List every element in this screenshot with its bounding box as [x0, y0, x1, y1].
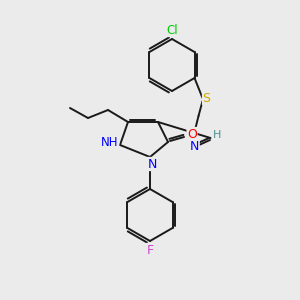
Text: O: O — [187, 128, 197, 140]
Text: F: F — [146, 244, 154, 256]
Text: H: H — [213, 130, 222, 140]
Text: N: N — [190, 140, 199, 152]
Text: S: S — [202, 92, 211, 104]
Text: Cl: Cl — [166, 23, 178, 37]
Text: NH: NH — [101, 136, 119, 149]
Text: N: N — [147, 158, 157, 170]
